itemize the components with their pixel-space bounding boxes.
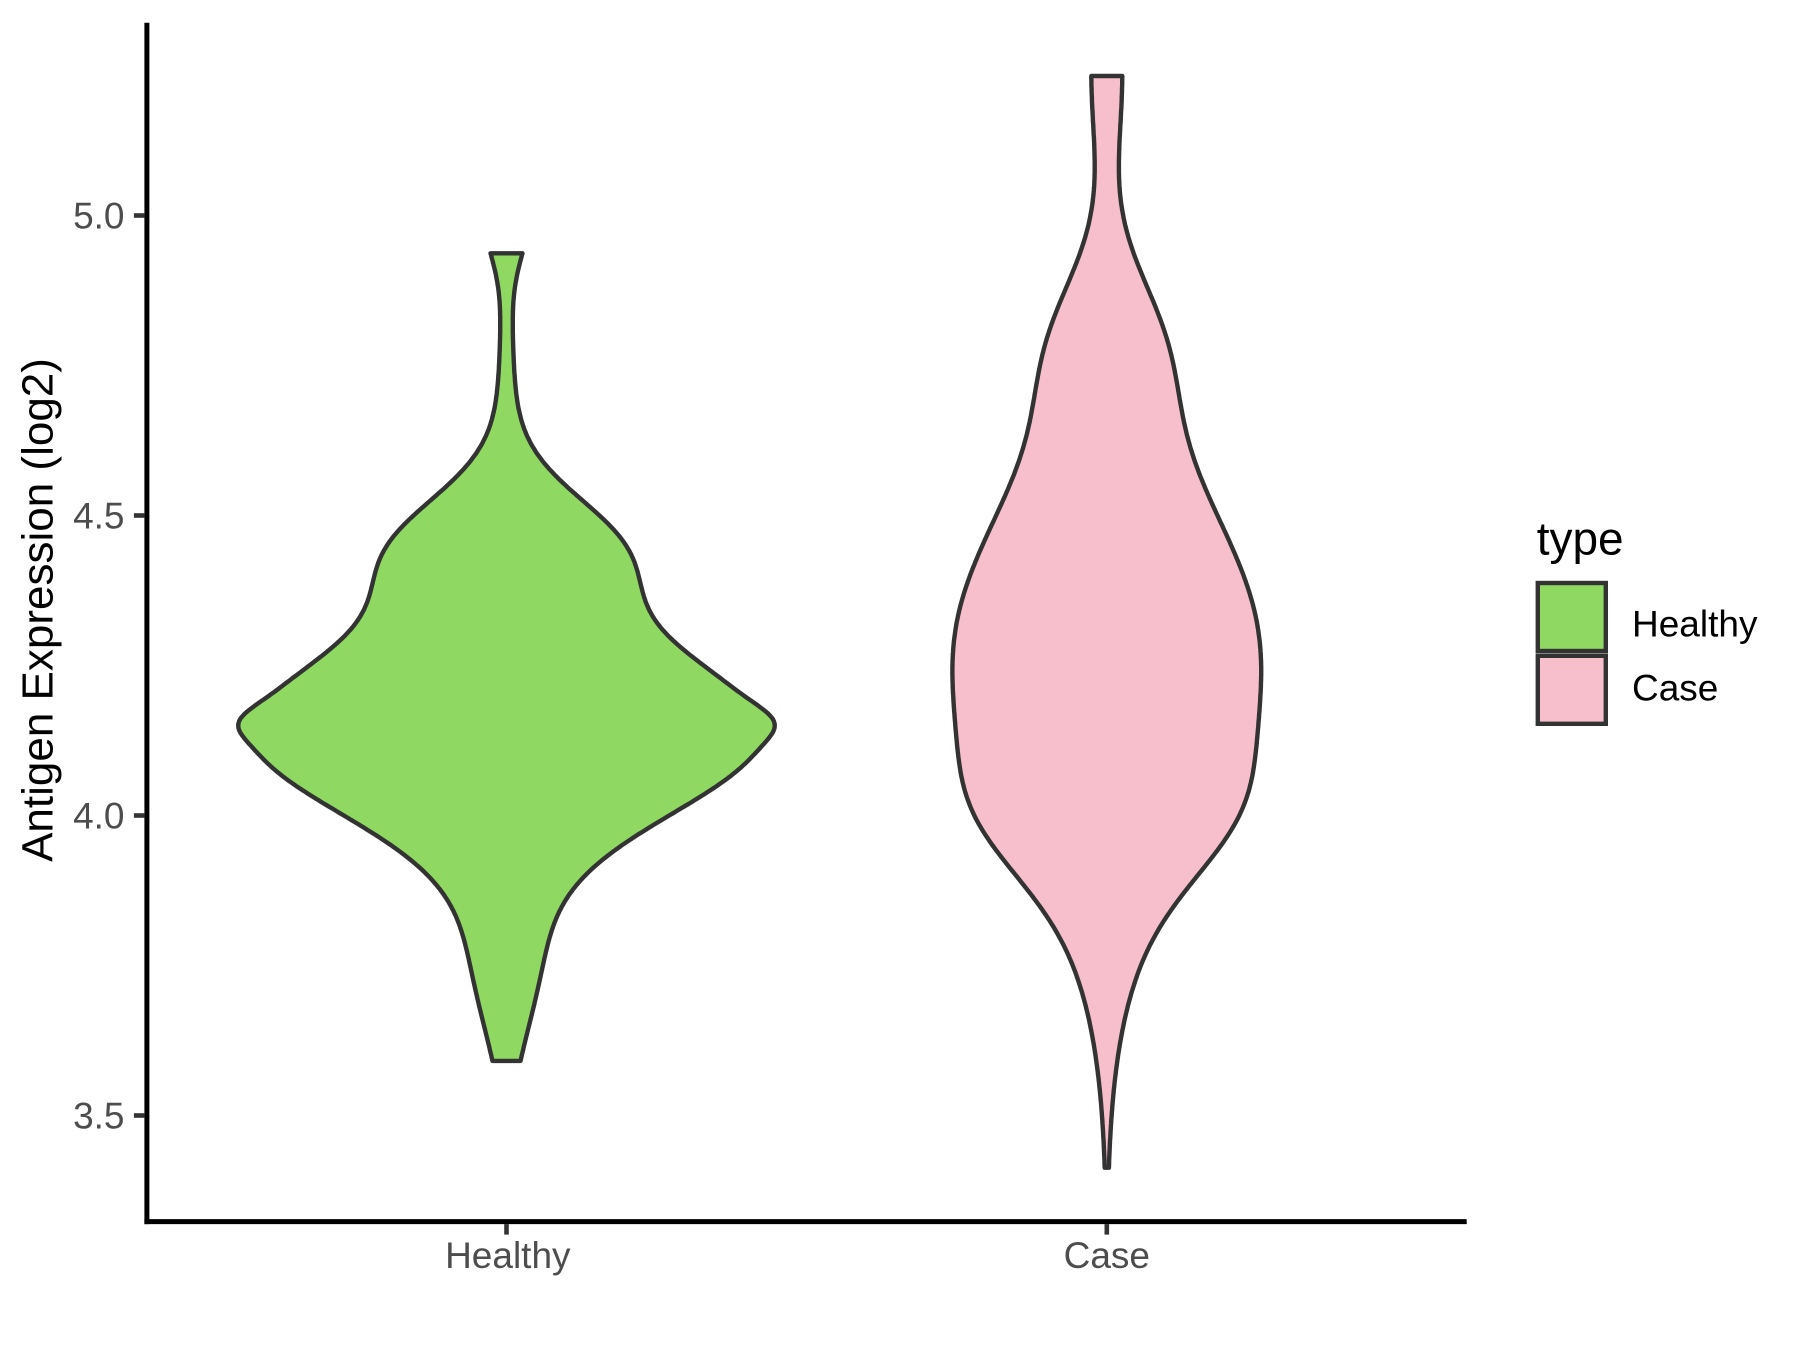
svg-text:Healthy: Healthy	[445, 1235, 571, 1276]
svg-text:4.5: 4.5	[73, 496, 124, 537]
svg-text:3.5: 3.5	[73, 1096, 124, 1137]
svg-text:Antigen Expression (log2): Antigen Expression (log2)	[14, 358, 63, 862]
svg-text:Case: Case	[1632, 668, 1718, 709]
svg-text:Case: Case	[1064, 1235, 1150, 1276]
svg-text:4.0: 4.0	[73, 796, 124, 837]
svg-text:5.0: 5.0	[73, 196, 124, 237]
svg-text:type: type	[1537, 512, 1624, 564]
svg-text:Healthy: Healthy	[1632, 604, 1758, 645]
